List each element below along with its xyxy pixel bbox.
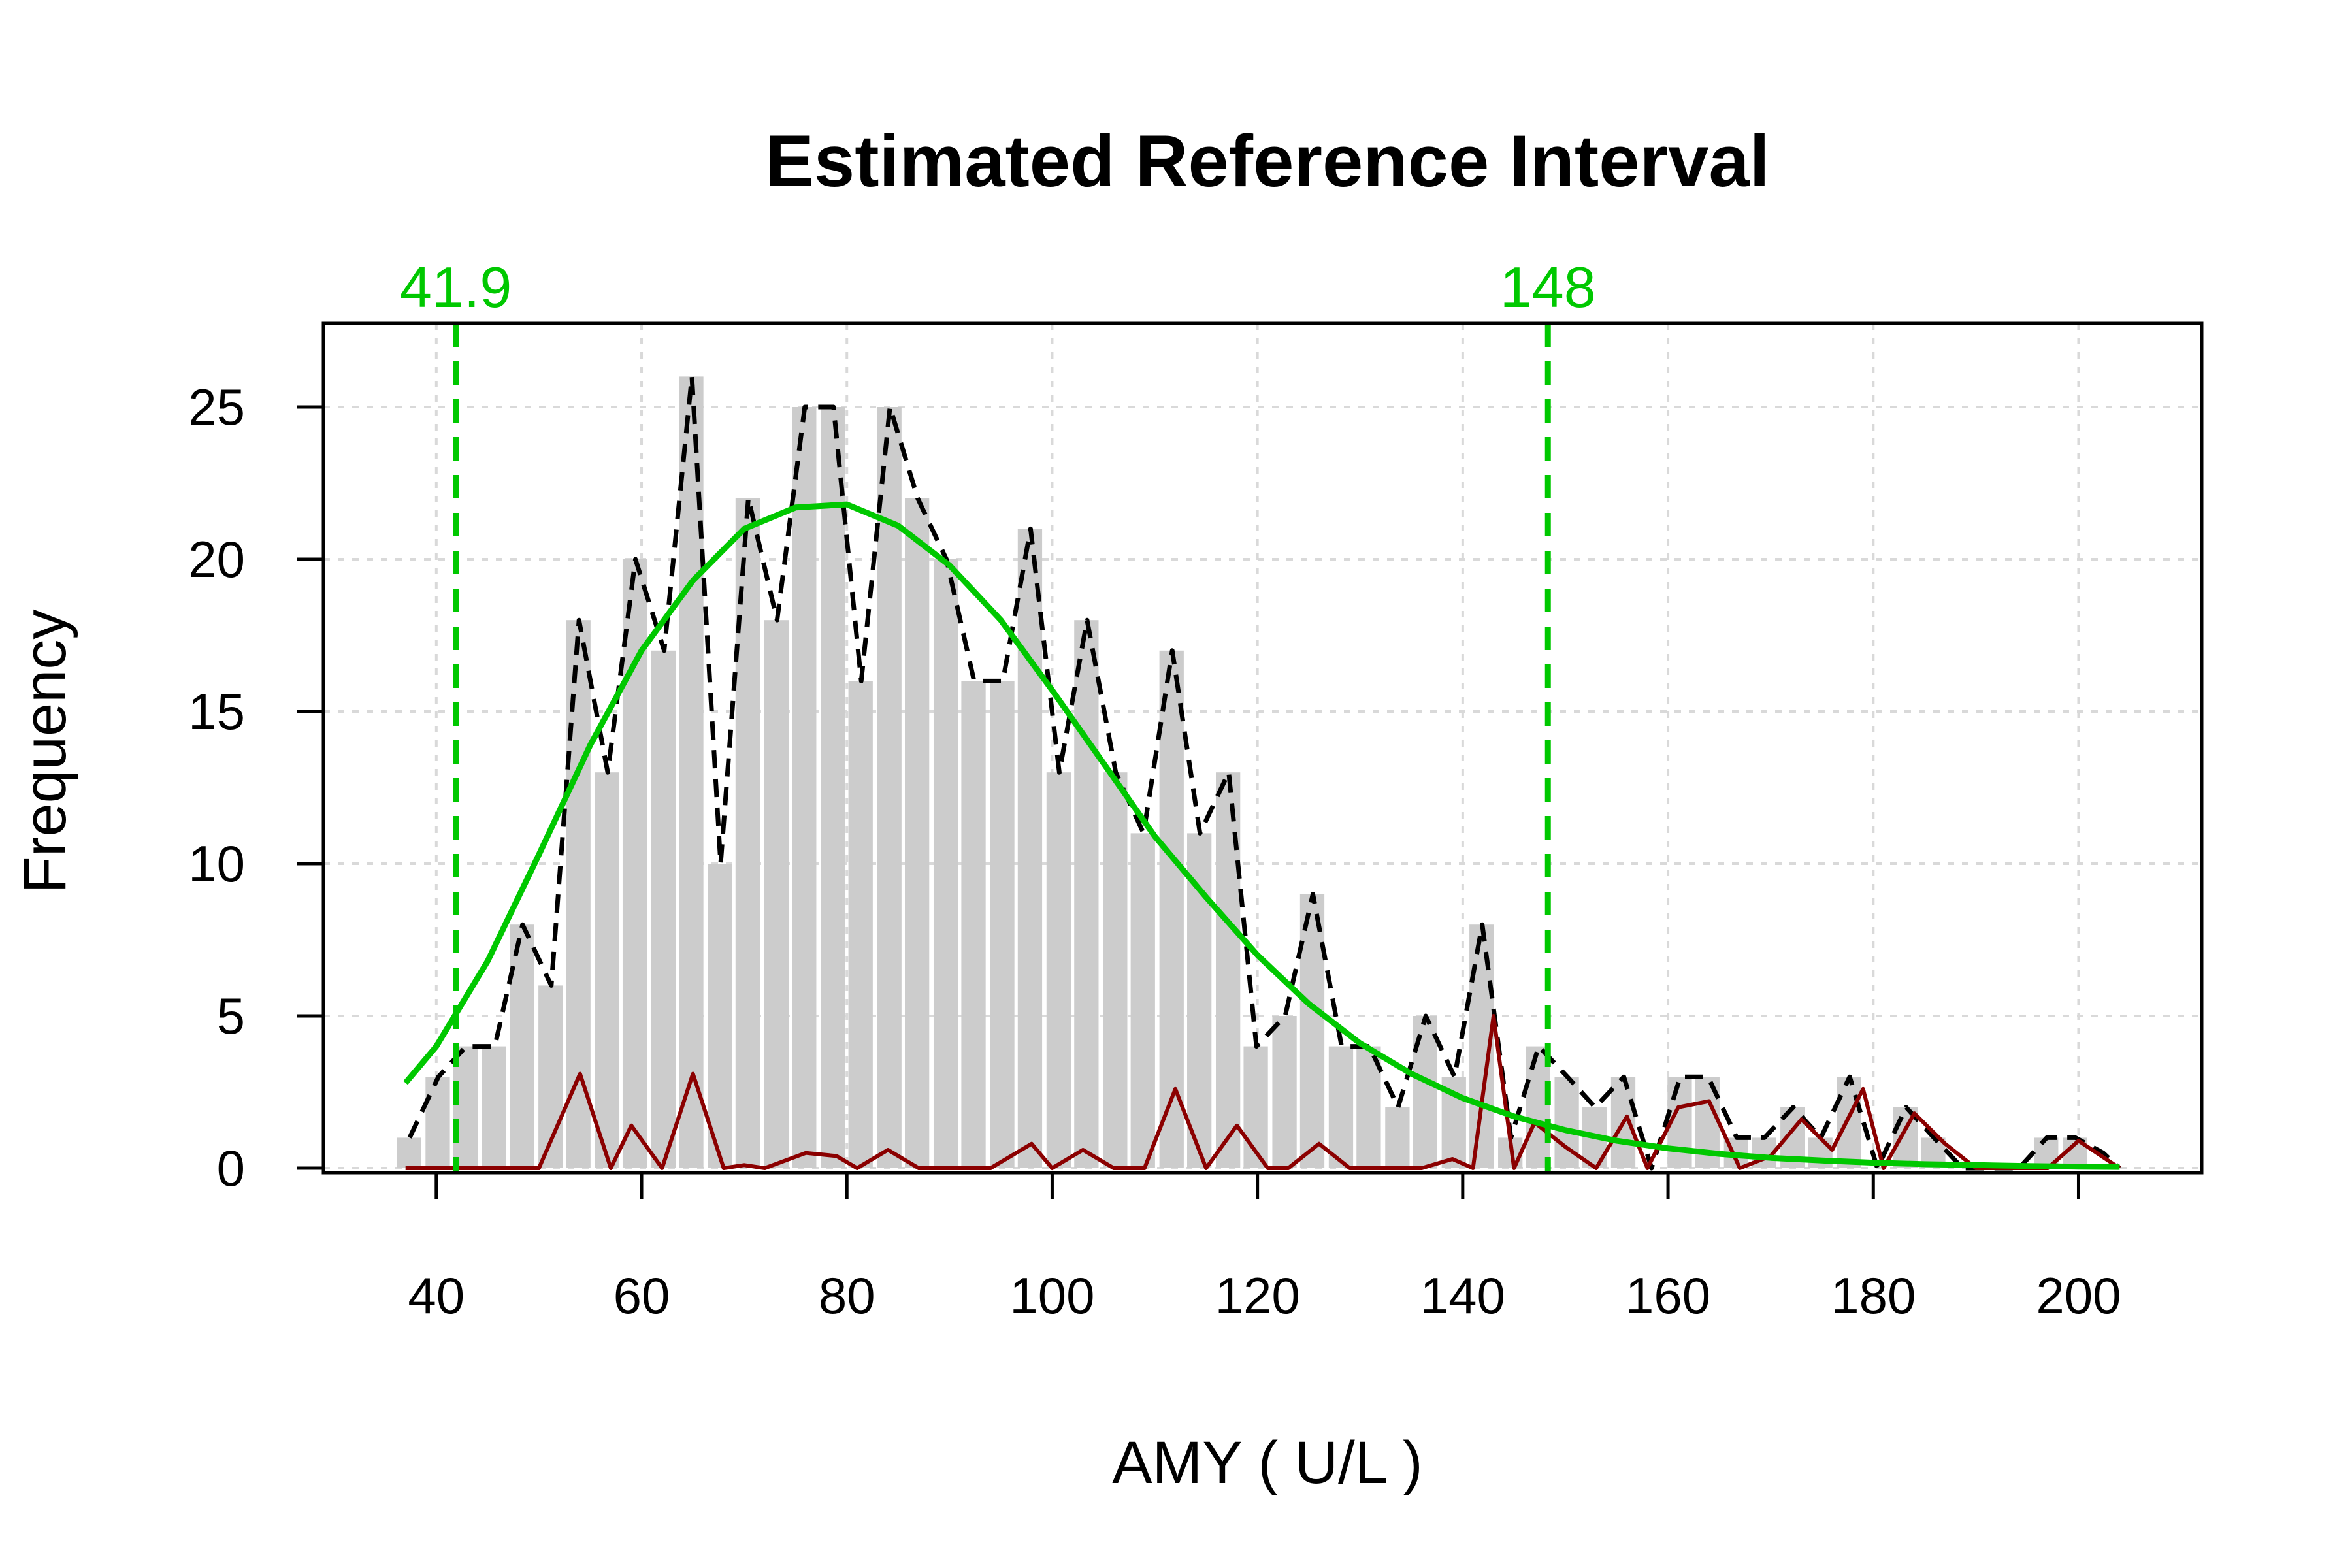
chart-title: Estimated Reference Interval [765,120,1770,202]
histogram-bar [933,559,958,1168]
histogram-bar [1046,772,1071,1168]
histogram-bar [1103,772,1128,1168]
y-tick-label: 5 [217,987,245,1045]
y-tick-label: 0 [217,1139,245,1197]
x-tick-label: 100 [1009,1267,1094,1324]
histogram-bar [877,407,902,1168]
histogram-bar [735,498,760,1168]
fitted-curve-line [403,501,2120,1170]
x-tick-label: 120 [1215,1267,1300,1324]
histogram-bar [792,407,817,1168]
reference-limit-label: 148 [1500,255,1596,319]
histogram-bar [1272,1016,1297,1168]
histogram-bar [1837,1077,1861,1168]
series-lines [403,374,2121,1171]
plot-frame [321,321,2204,1175]
histogram-bar [1299,894,1325,1168]
reference-limit-label: 41.9 [400,255,512,319]
histogram-bar [961,681,986,1168]
histogram-bar [708,864,732,1168]
histogram-bar [1328,1046,1354,1168]
y-tick-label: 15 [188,683,245,740]
histogram-bar [1243,1046,1268,1168]
axes: 40 60 80 100 120 140 160 180 200 0 5 10 15 20 25 [188,321,2204,1324]
histogram-bar [990,681,1015,1168]
histogram-bar [1159,650,1184,1168]
histogram-bar [425,1077,450,1168]
x-tick-label: 40 [408,1267,465,1324]
histogram-bar [848,681,873,1168]
histogram-bar [1074,620,1099,1168]
histogram-bar [482,1046,507,1168]
x-tick-label: 60 [613,1267,670,1324]
reference-limit-lines: 41.9 148 [400,255,1596,1173]
dashed-frequency-line [407,374,2121,1171]
x-tick-label: 200 [2036,1267,2121,1324]
histogram-bar [595,772,619,1168]
dark-red-line [405,1014,2121,1170]
y-axis-label: Frequency [12,610,78,894]
x-tick-label: 180 [1831,1267,1916,1324]
histogram-bar [764,620,789,1168]
histogram-bar [566,620,591,1168]
x-tick-label: 80 [819,1267,875,1324]
x-tick-label: 160 [1625,1267,1710,1324]
histogram-bar [1017,529,1043,1168]
histogram-bar [1385,1107,1410,1168]
y-tick-label: 10 [188,835,245,892]
histogram-bar [651,650,676,1168]
histogram-bar [904,498,930,1168]
histogram-bar [1130,833,1155,1168]
y-tick-label: 20 [188,531,245,588]
histogram-bar [397,1137,421,1168]
x-axis-label: AMY ( U/L ) [1112,1429,1422,1496]
histogram-bar [821,407,845,1168]
x-tick-label: 140 [1420,1267,1505,1324]
histogram-bar [510,924,534,1168]
y-tick-label: 25 [188,378,245,436]
